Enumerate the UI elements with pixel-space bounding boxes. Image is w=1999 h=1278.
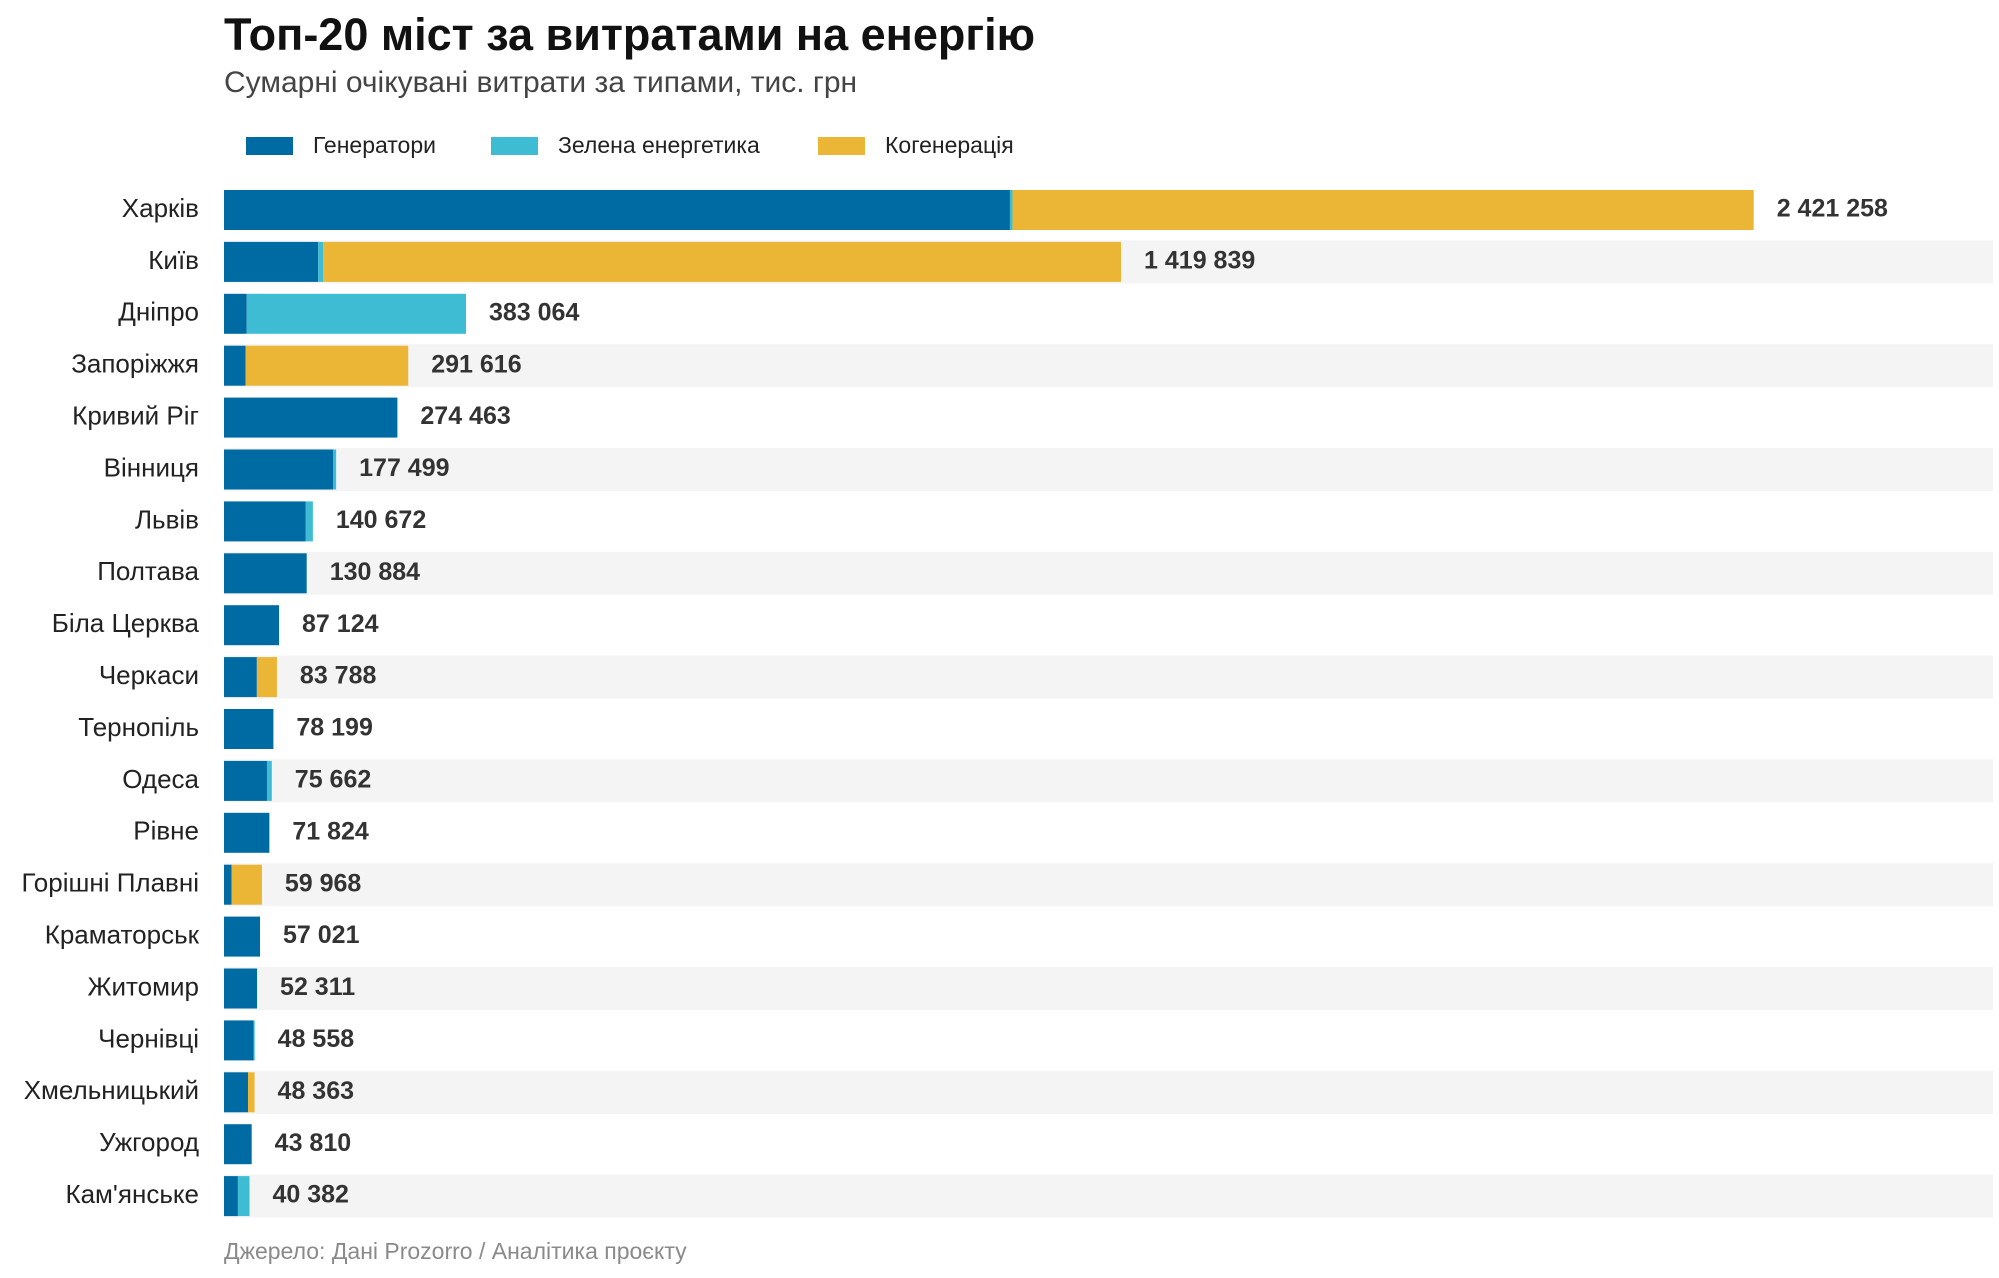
bar-segment: [224, 864, 232, 905]
y-tick-label: Вінниця: [104, 452, 199, 482]
bar-segment: [224, 812, 270, 853]
row-stripe: [224, 1070, 1993, 1114]
total-label: 57 021: [283, 921, 360, 949]
bar-segment: [224, 916, 261, 957]
y-tick-label: Біла Церква: [52, 608, 200, 638]
y-tick-label: Кривий Ріг: [72, 400, 199, 430]
bar-segment: [318, 241, 324, 282]
bar-segment: [323, 241, 1122, 282]
bar-segment: [1009, 190, 1013, 230]
bar-segment: [246, 293, 467, 334]
total-label: 130 884: [330, 558, 420, 586]
row-stripe: [224, 1174, 1993, 1218]
y-tick-label: Полтава: [97, 556, 199, 586]
legend-label: Зелена енергетика: [558, 132, 760, 158]
bar-segment: [231, 864, 262, 905]
total-label: 52 311: [280, 973, 355, 1001]
bar-segment: [224, 553, 307, 594]
bar-segment: [224, 501, 306, 542]
bar-segment: [224, 657, 257, 698]
bar-segment: [224, 968, 258, 1009]
total-label: 291 616: [431, 350, 521, 378]
row-stripe: [224, 655, 1993, 699]
legend-label: Генератори: [313, 132, 436, 158]
bar-segment: [245, 345, 409, 386]
y-tick-label: Чернівці: [98, 1023, 199, 1053]
bar-segment: [224, 449, 334, 490]
bar-segment: [253, 1020, 255, 1061]
bar-segment: [305, 501, 313, 542]
total-label: 48 363: [278, 1077, 354, 1105]
row-stripe: [224, 551, 1993, 595]
chart-subtitle: Сумарні очікувані витрати за типами, тис…: [224, 66, 857, 99]
bar-segment: [224, 1072, 249, 1113]
bar-segment: [224, 760, 267, 801]
bar-segment: [248, 1072, 255, 1113]
bar-segment: [224, 241, 319, 282]
y-tick-label: Черкаси: [99, 660, 199, 690]
y-tick-label: Київ: [148, 245, 199, 275]
bar-segment: [224, 293, 247, 334]
y-tick-label: Тернопіль: [78, 712, 199, 742]
y-tick-label: Одеса: [122, 764, 199, 794]
bar-segment: [224, 605, 280, 646]
total-label: 2 421 258: [1777, 195, 1888, 223]
y-tick-label: Рівне: [133, 816, 199, 846]
total-label: 383 064: [489, 298, 579, 326]
y-tick-label: Краматорськ: [45, 919, 200, 949]
bar-segment: [237, 1176, 250, 1217]
y-tick-label: Харків: [122, 193, 199, 223]
y-tick-label: Горішні Плавні: [21, 868, 199, 898]
bar-segment: [224, 397, 398, 438]
row-stripe: [224, 967, 1993, 1010]
bar-segment: [224, 1176, 238, 1217]
y-tick-label: Житомир: [88, 971, 199, 1001]
bar-segment: [256, 657, 277, 698]
row-stripe: [224, 448, 1993, 491]
total-label: 78 199: [296, 714, 372, 742]
bar-segment: [1012, 190, 1754, 230]
total-label: 71 824: [292, 817, 369, 845]
source: Джерело: Дані Prozorro / Аналітика проєк…: [224, 1238, 687, 1264]
total-label: 83 788: [300, 662, 377, 690]
bar-segment: [224, 345, 246, 386]
bar-segment: [224, 190, 1010, 230]
total-label: 177 499: [359, 454, 449, 482]
bar-segment: [266, 760, 272, 801]
row-stripe: [224, 863, 1993, 907]
bar-segment: [333, 449, 337, 490]
bar-segment: [224, 1124, 252, 1165]
bar-segment: [224, 1020, 254, 1061]
total-label: 87 124: [302, 610, 379, 638]
y-tick-label: Ужгород: [99, 1127, 199, 1157]
row-stripe: [224, 344, 1993, 388]
total-label: 59 968: [285, 869, 362, 897]
legend-label: Когенерація: [885, 132, 1014, 158]
total-label: 274 463: [420, 402, 510, 430]
row-stripe: [224, 759, 1993, 803]
legend-swatch: [491, 137, 538, 155]
y-tick-label: Хмельницький: [24, 1075, 199, 1105]
total-label: 48 558: [278, 1025, 355, 1053]
total-label: 40 382: [273, 1181, 349, 1209]
bar-segment: [224, 709, 274, 749]
total-label: 140 672: [336, 506, 426, 534]
total-label: 43 810: [275, 1129, 351, 1157]
y-tick-label: Львів: [135, 504, 199, 534]
total-label: 75 662: [295, 766, 371, 794]
y-tick-label: Кам'янське: [65, 1179, 199, 1209]
y-tick-label: Дніпро: [118, 297, 199, 327]
legend-swatch: [818, 137, 865, 155]
legend-swatch: [246, 137, 293, 155]
chart-title: Топ-20 міст за витратами на енергію: [224, 9, 1035, 60]
y-tick-label: Запоріжжя: [71, 349, 199, 379]
total-label: 1 419 839: [1144, 247, 1255, 275]
